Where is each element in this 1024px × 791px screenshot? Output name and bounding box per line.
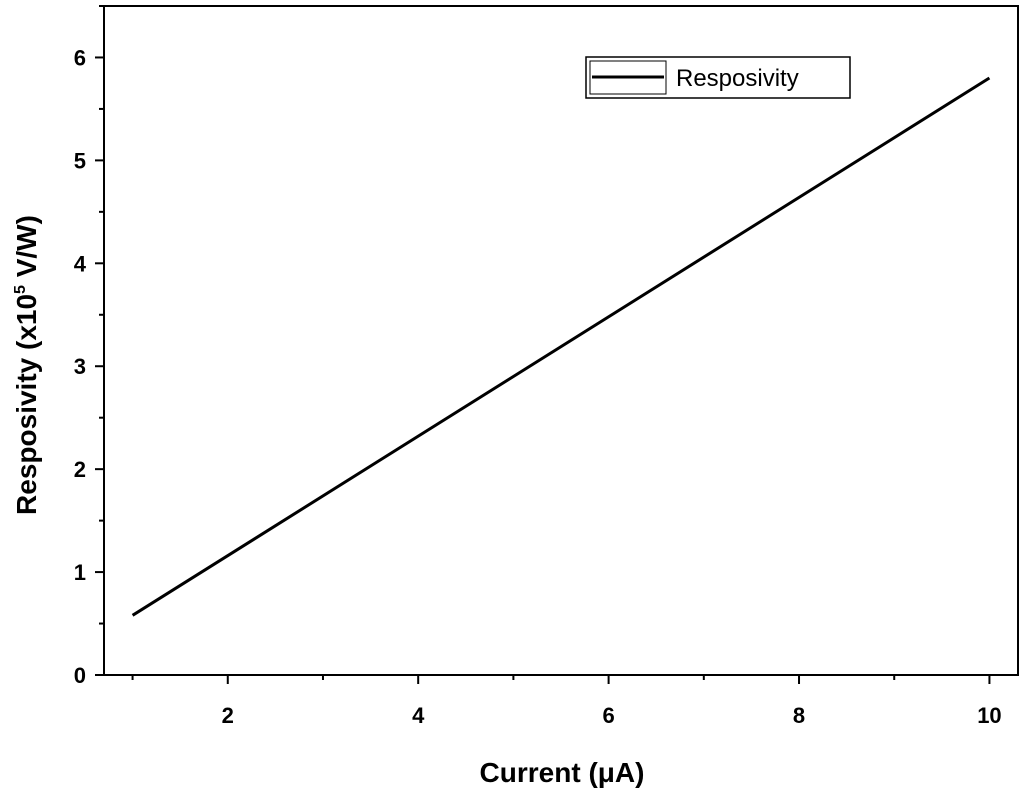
y-axis-title-exponent: 5 [12,285,29,294]
series-line-resposivity [131,76,991,617]
y-tick-label: 6 [74,45,86,70]
legend-inner-box [589,60,667,95]
y-tick-label: 2 [74,457,86,482]
x-tick-label: 2 [222,703,234,728]
y-axis-title: Resposivity (x105 V/W) [11,215,42,515]
y-tick-label: 5 [74,148,86,173]
y-tick-label: 0 [74,663,86,688]
x-tick-label: 10 [977,703,1001,728]
y-tick-label: 1 [74,560,86,585]
legend: Resposivity [585,56,851,99]
x-tick-label: 4 [412,703,425,728]
y-tick-label: 3 [74,354,86,379]
x-tick-label: 6 [602,703,614,728]
y-axis-title-prefix: Resposivity (x10 [11,294,42,515]
y-axis-title-suffix: V/W) [11,215,42,285]
x-tick-label: 8 [793,703,805,728]
x-axis-title: Current (μA) [480,757,645,788]
series-layer [131,76,991,617]
ticks-layer: 2 4 6 8 10 0 1 2 3 4 5 6 [74,5,1002,728]
y-tick-label: 4 [74,251,87,276]
plot-frame [103,5,1019,676]
legend-label: Resposivity [676,65,799,92]
